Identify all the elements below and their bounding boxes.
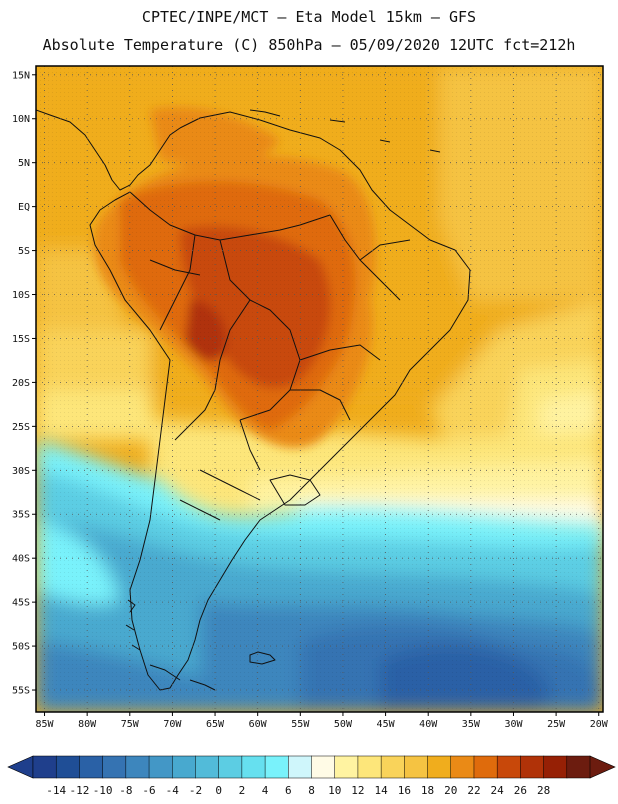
chile-fjords (125, 599, 216, 691)
colorbar-swatch (427, 755, 452, 779)
colorbar-label: 10 (328, 784, 341, 797)
lon-label: 20W (590, 719, 609, 730)
colorbar-swatch (125, 755, 150, 779)
colorbar-label: -14 (46, 784, 66, 797)
colorbar-swatch (288, 755, 313, 779)
lat-label: 20S (12, 378, 30, 389)
lon-label: 55W (291, 719, 310, 730)
colorbar-label: -4 (166, 784, 180, 797)
colorbar-swatch (264, 755, 289, 779)
lon-label: 40W (419, 719, 438, 730)
map-frame (35, 65, 604, 713)
colorbar-swatch (334, 755, 359, 779)
colorbar-swatch (311, 755, 336, 779)
colorbar-label: 16 (398, 784, 411, 797)
lon-label: 35W (462, 719, 481, 730)
colorbar-swatch (32, 755, 57, 779)
lon-label: 80W (78, 719, 97, 730)
temperature-field (36, 66, 603, 712)
colorbar-label: 26 (514, 784, 527, 797)
falkland-islands (249, 651, 276, 665)
lon-label: 45W (377, 719, 396, 730)
lon-label: 85W (35, 719, 54, 730)
colorbar-swatch (148, 755, 173, 779)
colorbar-label: 24 (491, 784, 505, 797)
lon-label: 60W (249, 719, 268, 730)
title-line-2: Absolute Temperature (C) 850hPa – 05/09/… (43, 36, 576, 54)
colorbar-swatch (404, 755, 429, 779)
lat-label: 30S (12, 466, 30, 477)
lon-label: 65W (206, 719, 225, 730)
central-america-outline (36, 109, 181, 191)
lat-label: 55S (12, 686, 30, 697)
colorbar-swatch (543, 755, 568, 779)
colorbar-label: 14 (375, 784, 389, 797)
south-america-outline (89, 111, 471, 691)
lat-label: 35S (12, 510, 30, 521)
colorbar-label: -12 (69, 784, 89, 797)
colorbar-swatch (241, 755, 266, 779)
lon-label: 70W (163, 719, 182, 730)
colorbar-swatch (55, 755, 80, 779)
uruguay-outline (269, 474, 321, 506)
colorbar: -14 -12 -10 -8 -6 -4 -2 0 2 4 6 8 10 12 14 16 18 20 22 24 26… (7, 755, 616, 797)
lat-label: 40S (12, 554, 30, 565)
colorbar-swatch (496, 755, 521, 779)
longitude-labels: 85W 80W 75W 70W 65W 60W 55W 50W 45W 40W 35W 30W 25W 2… (35, 712, 609, 730)
colorbar-label: 28 (537, 784, 550, 797)
colorbar-label: -2 (189, 784, 202, 797)
caribbean-islands (249, 109, 441, 153)
colorbar-swatch (450, 755, 475, 779)
colorbar-label: 0 (215, 784, 222, 797)
lat-label: EQ (18, 202, 30, 213)
coastlines (36, 109, 471, 691)
title-line-1: CPTEC/INPE/MCT – Eta Model 15km – GFS (142, 8, 476, 26)
colorbar-swatch (79, 755, 104, 779)
lon-label: 50W (334, 719, 353, 730)
colorbar-over-arrow (589, 755, 616, 779)
colorbar-label: 8 (308, 784, 315, 797)
colorbar-label: 6 (285, 784, 292, 797)
latitude-labels: 15N 10N 5N EQ 5S 10S 15S 20S 25S 30S 35S 40S 45S 50S 5… (12, 70, 36, 697)
lat-label: 50S (12, 642, 30, 653)
lat-label: 10S (12, 290, 30, 301)
colorbar-label: -10 (93, 784, 113, 797)
colorbar-label: 18 (421, 784, 434, 797)
lat-label: 15S (12, 334, 30, 345)
colorbar-swatch (566, 755, 591, 779)
colorbar-swatch (380, 755, 405, 779)
colorbar-swatch (102, 755, 127, 779)
lat-label: 5N (18, 158, 30, 169)
lon-label: 25W (547, 719, 566, 730)
colorbar-swatch (218, 755, 243, 779)
colorbar-swatch (172, 755, 197, 779)
colorbar-swatch (520, 755, 545, 779)
colorbar-label: 20 (444, 784, 457, 797)
lon-label: 75W (121, 719, 140, 730)
country-borders (129, 191, 411, 521)
lat-label: 25S (12, 422, 30, 433)
lat-label: 5S (18, 246, 30, 257)
colorbar-label: 4 (262, 784, 269, 797)
colorbar-swatch (195, 755, 220, 779)
colorbar-swatch (473, 755, 498, 779)
lon-label: 30W (504, 719, 523, 730)
colorbar-label: -8 (119, 784, 132, 797)
colorbar-label: 2 (239, 784, 246, 797)
lat-label: 10N (12, 114, 30, 125)
lat-label: 45S (12, 598, 30, 609)
colorbar-label: 12 (351, 784, 364, 797)
colorbar-under-arrow (7, 755, 34, 779)
colorbar-label: 22 (467, 784, 480, 797)
lat-label: 15N (12, 70, 30, 81)
colorbar-swatch (357, 755, 382, 779)
colorbar-label: -6 (142, 784, 155, 797)
